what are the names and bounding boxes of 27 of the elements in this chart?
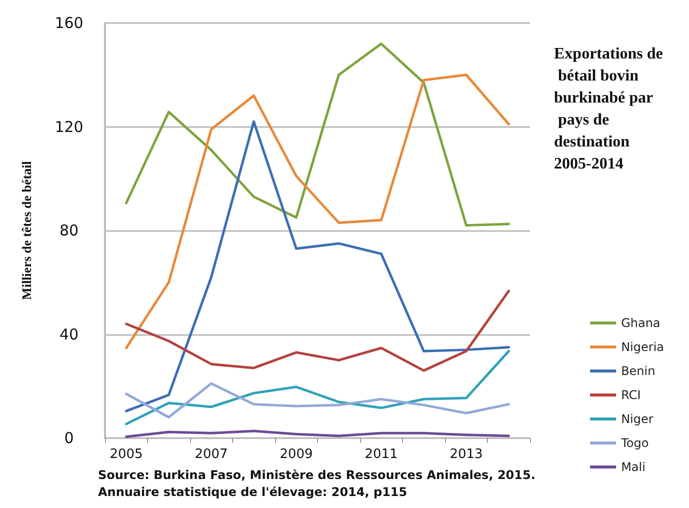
legend-label: Togo bbox=[620, 436, 649, 450]
y-tick-label: 160 bbox=[54, 14, 84, 32]
y-tick-label: 80 bbox=[59, 222, 79, 240]
source-note: Source: Burkina Faso, Ministère des Ressources Animales, 2015. bbox=[98, 468, 536, 482]
line-series bbox=[125, 350, 510, 426]
y-axis-title: Milliers de têtes de bétail bbox=[19, 160, 34, 300]
y-tick-label: 0 bbox=[64, 429, 74, 447]
line-series bbox=[125, 42, 510, 227]
text: Annuaire statistique de l'élevage: 2014, p115 bbox=[98, 485, 408, 499]
x-tick-label: 2011 bbox=[364, 447, 398, 462]
legend-label: Ghana bbox=[621, 316, 660, 330]
legend-label: Benin bbox=[621, 364, 656, 378]
y-tick-label: 40 bbox=[59, 325, 79, 344]
x-tick-label: 2013 bbox=[450, 447, 483, 462]
x-tick-label: 2007 bbox=[194, 447, 228, 462]
legend-label: Mali bbox=[621, 460, 646, 474]
legend-label: RCI bbox=[621, 388, 641, 402]
x-tick-label: 2005 bbox=[110, 447, 143, 462]
line-series bbox=[125, 290, 510, 372]
line-series bbox=[125, 382, 510, 418]
y-tick-label: 120 bbox=[54, 118, 84, 136]
text: Exportations de bétail bovin burkinabé par pays de destination 2005-2014 bbox=[554, 46, 663, 172]
legend-label: Niger bbox=[621, 412, 654, 426]
line-series bbox=[125, 120, 510, 412]
line-series bbox=[125, 74, 510, 350]
legend-label: Nigeria bbox=[621, 340, 664, 354]
x-tick-label: 2009 bbox=[280, 447, 313, 462]
